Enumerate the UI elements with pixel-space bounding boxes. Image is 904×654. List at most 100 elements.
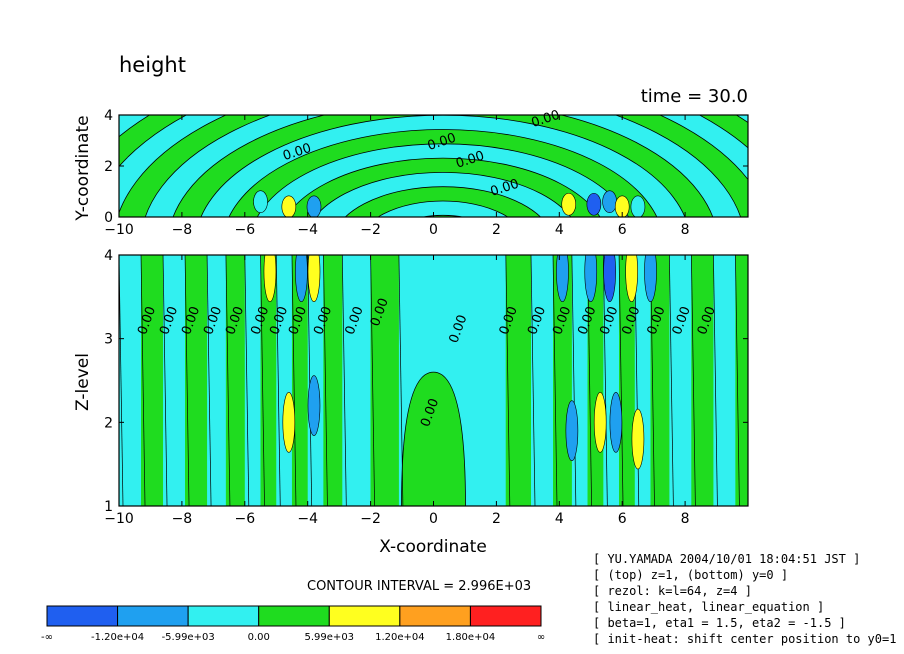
bottom-x-tick-label: 2 bbox=[492, 511, 501, 527]
bottom-contour-band bbox=[650, 255, 670, 506]
colorbar-swatch bbox=[258, 605, 330, 627]
bottom-x-tick-label: −6 bbox=[234, 511, 255, 527]
colorbar-swatch bbox=[328, 605, 401, 627]
bottom-x-tick-label: −8 bbox=[172, 511, 193, 527]
top-x-tick-label: 4 bbox=[555, 222, 564, 238]
top-localized-cell bbox=[281, 195, 297, 217]
bottom-contour-band bbox=[260, 255, 277, 506]
bottom-contour-line bbox=[275, 255, 281, 506]
bottom-localized-cell bbox=[644, 255, 657, 303]
bottom-contour-band bbox=[141, 255, 164, 506]
bottom-x-tick-label: −4 bbox=[297, 511, 318, 527]
bottom-contour-line bbox=[571, 255, 577, 506]
top-contour-line bbox=[285, 157, 601, 217]
bottom-localized-cell bbox=[565, 400, 579, 462]
top-localized-cell bbox=[630, 195, 646, 217]
colorbar-swatch bbox=[469, 605, 542, 627]
colorbar: -∞ -1.20e+04 -5.99e+03 0.00 5.99e+03 1.20e+04… bbox=[41, 605, 545, 643]
top-y-tick-label: 4 bbox=[104, 108, 113, 124]
top-localized-cell bbox=[561, 192, 577, 216]
bottom-contour-line bbox=[341, 255, 347, 506]
bottom-contour-band bbox=[619, 255, 635, 506]
bottom-contour-band bbox=[669, 255, 692, 506]
bottom-contour-band bbox=[185, 255, 208, 506]
bottom-contour-band bbox=[119, 255, 142, 506]
bottom-localized-cell bbox=[625, 255, 638, 303]
bottom-y-axis-label: Z-level bbox=[73, 353, 93, 411]
bottom-contour-band bbox=[691, 255, 714, 506]
bottom-central-arch bbox=[401, 371, 466, 506]
colorbar-label: -5.99e+03 bbox=[162, 632, 215, 643]
bottom-contour-line bbox=[552, 255, 558, 506]
bottom-contour-line bbox=[602, 255, 608, 506]
bottom-contour-line bbox=[735, 255, 740, 506]
bottom-localized-cell bbox=[609, 392, 623, 453]
colorbar-label: 1.20e+04 bbox=[375, 632, 425, 643]
top-x-tick-label: −10 bbox=[104, 222, 134, 238]
bottom-contour-line bbox=[291, 255, 297, 506]
top-x-tick-label: −2 bbox=[360, 222, 381, 238]
top-contour-band bbox=[378, 201, 508, 217]
info-line: [ (top) z=1, (bottom) y=0 ] bbox=[593, 568, 788, 582]
colorbar-label: ∞ bbox=[537, 632, 545, 643]
bottom-contour-line bbox=[713, 255, 718, 506]
top-localized-cell bbox=[586, 192, 602, 216]
bottom-contour-line bbox=[225, 255, 231, 506]
bottom-x-axis-label: X-coordinate bbox=[379, 537, 487, 557]
top-x-tick-label: 2 bbox=[492, 222, 501, 238]
bottom-contour-line bbox=[244, 255, 250, 506]
bottom-contour-line bbox=[260, 255, 265, 506]
colorbar-label: 0.00 bbox=[248, 632, 270, 643]
bottom-contour-line bbox=[530, 255, 536, 506]
bottom-x-tick-label: −2 bbox=[360, 511, 381, 527]
bottom-contour-band bbox=[713, 255, 736, 506]
bottom-x-tick-label: 0 bbox=[429, 511, 438, 527]
top-x-tick-label: 8 bbox=[681, 222, 690, 238]
bottom-y-tick-label: 4 bbox=[104, 248, 113, 264]
bottom-contour-band bbox=[505, 255, 531, 506]
bottom-panel-field bbox=[119, 255, 748, 506]
bottom-contour-line bbox=[370, 255, 375, 506]
bottom-localized-cell bbox=[307, 255, 321, 303]
colorbar-swatch bbox=[117, 605, 189, 627]
bottom-panel: −10 −8 −6 −4 −2 0 2 4 6 812340.000.000.000.000.00… bbox=[73, 248, 749, 557]
top-y-tick-label: 0 bbox=[104, 210, 113, 226]
bottom-localized-cell bbox=[631, 408, 645, 470]
bottom-contour-line bbox=[184, 255, 190, 506]
top-panel-field bbox=[119, 115, 748, 217]
bottom-x-tick-label: −10 bbox=[104, 511, 134, 527]
top-y-tick-label: 2 bbox=[104, 159, 113, 175]
info-line: [ linear_heat, linear_equation ] bbox=[593, 600, 824, 614]
top-contour-line bbox=[344, 186, 542, 217]
info-line: [ YU.YAMADA 2004/10/01 18:04:51 JST ] bbox=[593, 552, 860, 566]
bottom-contour-band bbox=[571, 255, 588, 506]
bottom-contour-band bbox=[291, 255, 308, 506]
bottom-y-tick-label: 3 bbox=[104, 332, 113, 348]
top-x-tick-label: −8 bbox=[172, 222, 193, 238]
bottom-localized-cell bbox=[282, 392, 296, 453]
time-label: time = 30.0 bbox=[641, 86, 748, 107]
top-x-tick-label: 6 bbox=[618, 222, 627, 238]
bottom-contour-line bbox=[323, 255, 328, 506]
bottom-contour-line bbox=[140, 255, 146, 506]
bottom-x-tick-label: 4 bbox=[555, 511, 564, 527]
top-contour-line bbox=[421, 214, 464, 217]
bottom-contour-line bbox=[119, 255, 124, 506]
bottom-contour-line bbox=[618, 255, 624, 506]
colorbar-label: -∞ bbox=[41, 632, 53, 643]
bottom-contour-line bbox=[162, 255, 168, 506]
info-line: [ init-heat: shift center position to y0… bbox=[593, 632, 904, 646]
top-x-tick-label: −4 bbox=[297, 222, 318, 238]
top-localized-cell bbox=[602, 190, 617, 213]
bottom-contour-band bbox=[244, 255, 261, 506]
bottom-localized-cell bbox=[263, 255, 277, 303]
bottom-contour-band bbox=[370, 255, 399, 506]
bottom-contour-line bbox=[398, 255, 404, 506]
top-x-tick-label: −6 bbox=[234, 222, 255, 238]
top-localized-cell bbox=[306, 195, 322, 217]
bottom-localized-cell bbox=[593, 392, 607, 453]
bottom-localized-cell bbox=[584, 255, 598, 303]
top-contour-line bbox=[228, 129, 658, 217]
colorbar-label: -1.20e+04 bbox=[91, 632, 144, 643]
